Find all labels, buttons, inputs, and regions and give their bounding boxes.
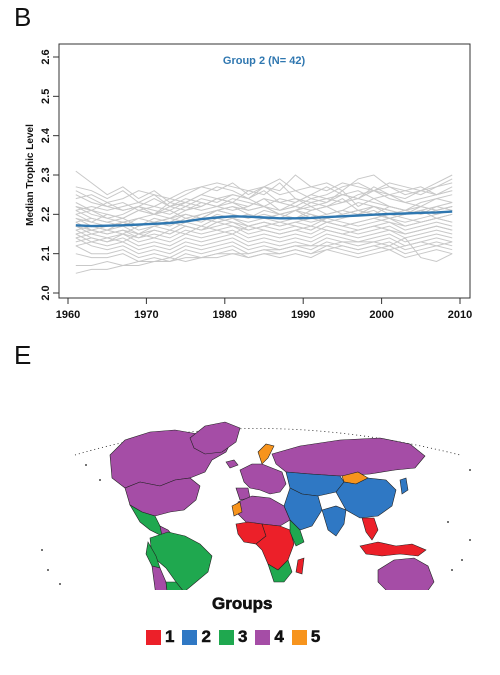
region-east-africa-group3: [289, 519, 305, 547]
y-axis-label: Median Trophic Level: [25, 124, 36, 226]
x-tick-label: 2000: [369, 309, 393, 321]
legend-swatch: [182, 629, 198, 645]
y-tick-label: 2.0: [40, 285, 52, 300]
legend-item-group-3: 3: [218, 627, 248, 647]
panel-letter-b: B: [14, 2, 32, 32]
legend-title: Groups: [212, 594, 273, 614]
legend-label: 5: [310, 627, 321, 647]
legend-label: 2: [201, 627, 211, 647]
region-russia-group4: [271, 437, 426, 477]
panel-letter-e: E: [14, 340, 32, 370]
region-india-group2: [321, 505, 347, 537]
region-australia-group4: [377, 557, 435, 590]
legend-item-group-4: 4: [255, 627, 284, 647]
y-tick-label: 2.3: [40, 167, 52, 182]
legend-item-group-1: 1: [146, 627, 175, 647]
region-china-group2: [335, 477, 397, 519]
legend-item-group-2: 2: [182, 627, 211, 647]
region-norway-group5: [257, 443, 275, 465]
region-morocco-group5: [231, 501, 243, 517]
country-series-line-21: [75, 217, 453, 243]
region-madagascar-group1: [295, 557, 305, 575]
y-tick-label: 2.4: [40, 127, 52, 143]
country-series-line-13: [75, 237, 453, 255]
legend-label: 3: [237, 627, 248, 647]
country-series-line-12: [75, 233, 453, 251]
legend-swatch: [218, 629, 234, 645]
world-groups-map: [41, 421, 471, 590]
y-tick-label: 2.1: [40, 246, 52, 261]
x-tick-label: 1980: [213, 309, 237, 321]
y-tick-label: 2.6: [40, 49, 52, 64]
x-tick-label: 1990: [291, 309, 315, 321]
trophic-level-chart: 2.0 2.1 2.2 2.3 2.4 2.5 2.6 1960 1970 1980 1990 20…: [25, 43, 472, 321]
country-series-line-27: [75, 182, 453, 204]
x-tick-label: 1970: [134, 309, 158, 321]
legend-items: 1 2 3 4 5: [146, 627, 328, 647]
region-japan-group2: [399, 477, 409, 495]
country-series-line-14: [75, 245, 453, 259]
legend-label: 1: [165, 627, 175, 647]
region-southern-africa-group3: [267, 559, 293, 583]
country-series-line-11: [75, 229, 453, 247]
chart-title: Group 2 (N= 42): [223, 55, 306, 67]
group-mean-line: [75, 210, 453, 228]
island-specks: [41, 464, 471, 585]
region-argentina-group3: [165, 581, 183, 590]
region-europe-group4: [239, 463, 287, 495]
legend-swatch: [291, 629, 307, 645]
x-tick-label: 2010: [448, 309, 472, 321]
country-series-line-26: [75, 205, 453, 227]
country-series-line-17: [75, 237, 453, 274]
country-series-line-16: [75, 241, 453, 267]
region-southeast-asia-group1: [361, 517, 379, 541]
region-iceland-group4: [225, 459, 239, 469]
country-series-line-15: [75, 249, 453, 263]
country-series-line-29: [75, 186, 453, 211]
country-series-line-10: [75, 225, 453, 243]
region-south-america-north-group3: [149, 531, 213, 590]
region-north-africa-group4: [237, 495, 291, 527]
legend-swatch: [255, 629, 271, 645]
region-chile-group4: [151, 565, 168, 590]
y-tick-label: 2.2: [40, 207, 52, 222]
legend-swatch: [146, 629, 161, 645]
region-indonesia-group1: [359, 541, 427, 557]
y-tick-label: 2.5: [40, 89, 52, 104]
region-greenland-group4: [189, 421, 241, 455]
y-axis: 2.0 2.1 2.2 2.3 2.4 2.5 2.6: [40, 49, 60, 301]
plot-frame: [58, 43, 471, 299]
legend-item-group-5: 5: [291, 627, 321, 647]
chart-series-group: [75, 170, 453, 274]
legend-label: 4: [274, 627, 284, 647]
x-axis: 1960 1970 1980 1990 2000 2010: [56, 297, 472, 321]
x-tick-label: 1960: [56, 309, 80, 321]
